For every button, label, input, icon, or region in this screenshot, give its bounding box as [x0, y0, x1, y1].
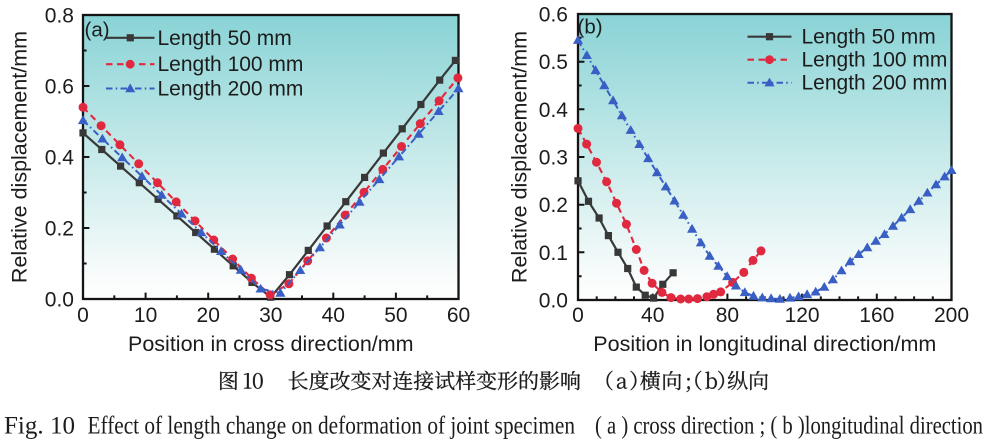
svg-text:0.6: 0.6: [45, 76, 74, 99]
svg-text:10: 10: [134, 304, 157, 327]
svg-text:60: 60: [447, 304, 470, 327]
svg-text:40: 40: [322, 304, 345, 327]
svg-text:0.3: 0.3: [539, 147, 568, 170]
svg-text:30: 30: [259, 304, 282, 327]
svg-text:Effect of length change on def: Effect of length change on deformation o…: [88, 413, 576, 440]
svg-text:160: 160: [859, 304, 894, 327]
svg-text:0.4: 0.4: [539, 99, 569, 122]
svg-text:0.8: 0.8: [45, 5, 74, 28]
svg-text:Length 50 mm: Length 50 mm: [802, 26, 936, 49]
svg-text:200: 200: [934, 304, 969, 327]
svg-text:0.0: 0.0: [45, 289, 74, 312]
svg-text:Length 200 mm: Length 200 mm: [802, 72, 948, 95]
svg-text:Length 100 mm: Length 100 mm: [158, 53, 304, 76]
svg-text:0.1: 0.1: [539, 242, 568, 265]
svg-text:0.4: 0.4: [45, 147, 75, 170]
svg-text:Length 50 mm: Length 50 mm: [158, 27, 292, 50]
svg-text:0.6: 0.6: [539, 4, 568, 27]
svg-text:Relative displacement/mm: Relative displacement/mm: [508, 31, 532, 283]
svg-text:0.0: 0.0: [539, 290, 568, 313]
svg-text:50: 50: [384, 304, 407, 327]
svg-text:Relative displacement/mm: Relative displacement/mm: [8, 31, 32, 283]
svg-text:0.2: 0.2: [539, 194, 568, 217]
svg-text:20: 20: [197, 304, 220, 327]
svg-text:0.2: 0.2: [45, 218, 74, 241]
svg-text:(b): (b): [578, 16, 603, 39]
svg-text:80: 80: [716, 304, 739, 327]
svg-text:Length 200 mm: Length 200 mm: [158, 78, 304, 101]
svg-text:Length 100 mm: Length 100 mm: [802, 49, 948, 72]
svg-text:0: 0: [572, 304, 584, 327]
svg-text:( a ) cross direction ; ( b )l: ( a ) cross direction ; ( b )longitudina…: [595, 413, 983, 440]
svg-text:0.5: 0.5: [539, 51, 568, 74]
svg-text:40: 40: [641, 304, 664, 327]
svg-text:120: 120: [785, 304, 820, 327]
svg-text:0: 0: [77, 304, 89, 327]
svg-text:Position in cross direction/mm: Position in cross direction/mm: [128, 332, 414, 356]
svg-text:Fig. 10: Fig. 10: [4, 413, 75, 440]
svg-text:Position in longitudinal direc: Position in longitudinal direction/mm: [593, 332, 936, 356]
svg-text:(a): (a): [85, 19, 110, 42]
